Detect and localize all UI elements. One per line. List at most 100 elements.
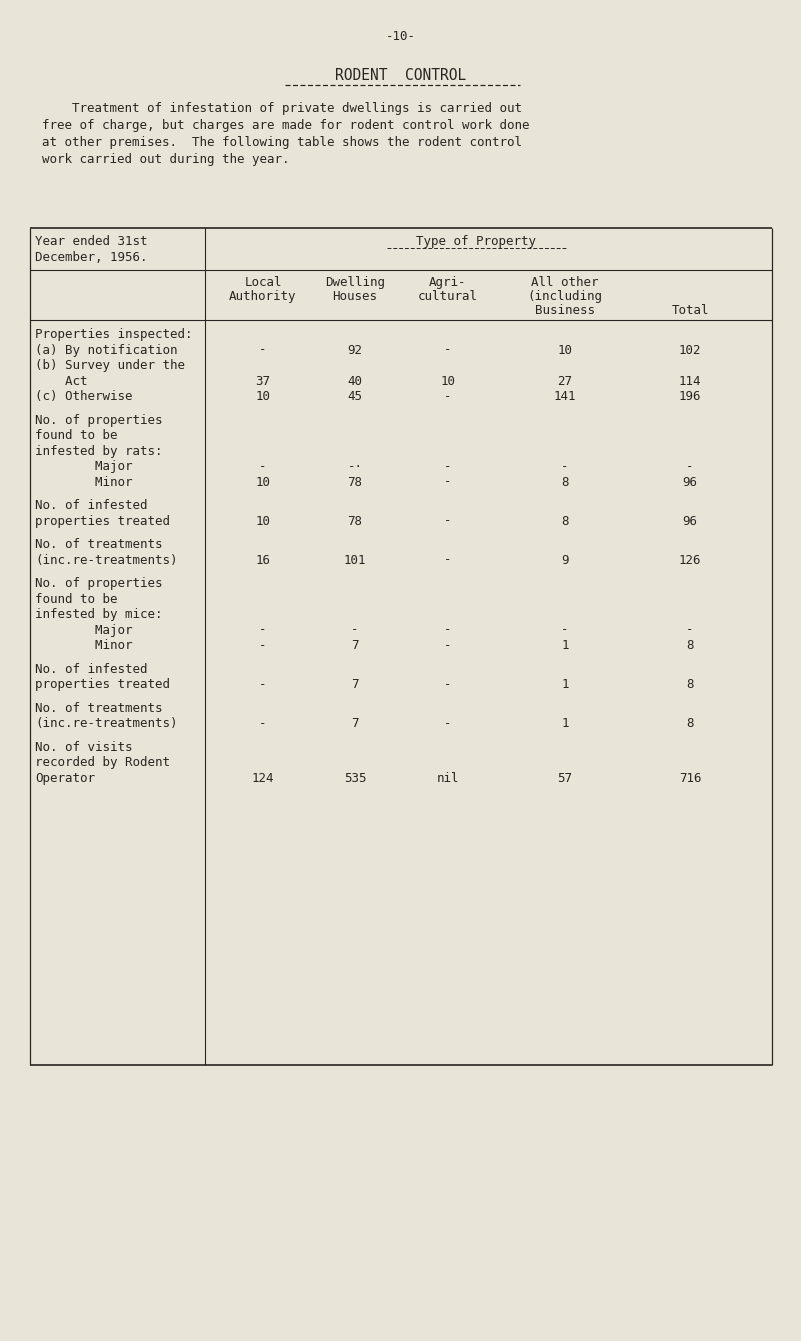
Text: 57: 57 [557,771,573,784]
Text: -: - [686,624,694,637]
Text: at other premises.  The following table shows the rodent control: at other premises. The following table s… [42,135,522,149]
Text: -: - [445,624,452,637]
Text: Year ended 31st: Year ended 31st [35,235,147,248]
Text: Treatment of infestation of private dwellings is carried out: Treatment of infestation of private dwel… [42,102,522,115]
Text: free of charge, but charges are made for rodent control work done: free of charge, but charges are made for… [42,119,529,131]
Text: No. of visits: No. of visits [35,740,132,754]
Text: 102: 102 [678,343,701,357]
Text: 78: 78 [348,515,363,527]
Text: infested by rats:: infested by rats: [35,444,163,457]
Text: -: - [445,390,452,404]
Text: 92: 92 [348,343,363,357]
Text: -: - [445,717,452,730]
Text: 10: 10 [441,374,456,388]
Text: 1: 1 [562,717,569,730]
Text: Agri-: Agri- [429,276,467,290]
Text: -: - [260,460,267,473]
Text: 114: 114 [678,374,701,388]
Text: -: - [445,640,452,652]
Text: No. of treatments: No. of treatments [35,701,163,715]
Text: work carried out during the year.: work carried out during the year. [42,153,289,166]
Text: 8: 8 [562,515,569,527]
Text: Total: Total [671,304,709,316]
Text: Local: Local [244,276,282,290]
Text: -: - [562,460,569,473]
Text: -·: -· [348,460,363,473]
Text: (b) Survey under the: (b) Survey under the [35,359,185,371]
Text: 124: 124 [252,771,274,784]
Text: -: - [260,679,267,691]
Text: No. of properties: No. of properties [35,577,163,590]
Text: recorded by Rodent: recorded by Rodent [35,756,170,768]
Text: 10: 10 [256,390,271,404]
Text: 8: 8 [686,640,694,652]
Text: cultural: cultural [418,290,478,303]
Text: (c) Otherwise: (c) Otherwise [35,390,132,404]
Text: 78: 78 [348,476,363,488]
Text: Business: Business [535,304,595,316]
Text: 7: 7 [352,717,359,730]
Text: 196: 196 [678,390,701,404]
Text: -: - [260,624,267,637]
Text: 101: 101 [344,554,366,566]
Text: Authority: Authority [229,290,296,303]
Text: (inc.re-treatments): (inc.re-treatments) [35,717,178,730]
Text: Houses: Houses [332,290,377,303]
Text: 7: 7 [352,679,359,691]
Text: Type of Property: Type of Property [417,235,537,248]
Text: RODENT  CONTROL: RODENT CONTROL [335,68,466,83]
Text: -: - [445,554,452,566]
Text: 10: 10 [256,476,271,488]
Text: 8: 8 [686,717,694,730]
Text: infested by mice:: infested by mice: [35,607,163,621]
Text: Major: Major [35,624,132,637]
Text: Major: Major [35,460,132,473]
Text: Minor: Minor [35,476,132,488]
Text: -: - [260,343,267,357]
Text: 8: 8 [562,476,569,488]
Text: nil: nil [437,771,459,784]
Text: -: - [445,679,452,691]
Text: properties treated: properties treated [35,679,170,691]
Text: (inc.re-treatments): (inc.re-treatments) [35,554,178,566]
Text: Dwelling: Dwelling [325,276,385,290]
Text: 10: 10 [256,515,271,527]
Text: -: - [260,717,267,730]
Text: -: - [445,343,452,357]
Text: 40: 40 [348,374,363,388]
Text: 37: 37 [256,374,271,388]
Text: No. of treatments: No. of treatments [35,538,163,551]
Text: -: - [352,624,359,637]
Text: 126: 126 [678,554,701,566]
Text: Properties inspected:: Properties inspected: [35,329,192,341]
Text: (a) By notification: (a) By notification [35,343,178,357]
Text: -: - [260,640,267,652]
Text: December, 1956.: December, 1956. [35,251,147,264]
Text: No. of infested: No. of infested [35,662,147,676]
Text: 8: 8 [686,679,694,691]
Text: 96: 96 [682,476,698,488]
Text: -: - [686,460,694,473]
Text: 716: 716 [678,771,701,784]
Text: (including: (including [528,290,602,303]
Text: 1: 1 [562,640,569,652]
Text: found to be: found to be [35,429,118,443]
Text: -10-: -10- [385,30,416,43]
Text: -: - [445,476,452,488]
Text: 9: 9 [562,554,569,566]
Text: properties treated: properties treated [35,515,170,527]
Text: Operator: Operator [35,771,95,784]
Text: All other: All other [531,276,599,290]
Text: No. of infested: No. of infested [35,499,147,512]
Text: 45: 45 [348,390,363,404]
Text: 1: 1 [562,679,569,691]
Text: -: - [445,515,452,527]
Text: 7: 7 [352,640,359,652]
Text: 96: 96 [682,515,698,527]
Text: 16: 16 [256,554,271,566]
Text: -: - [445,460,452,473]
Text: Act: Act [35,374,87,388]
Text: 10: 10 [557,343,573,357]
Text: No. of properties: No. of properties [35,413,163,426]
Text: 141: 141 [553,390,576,404]
